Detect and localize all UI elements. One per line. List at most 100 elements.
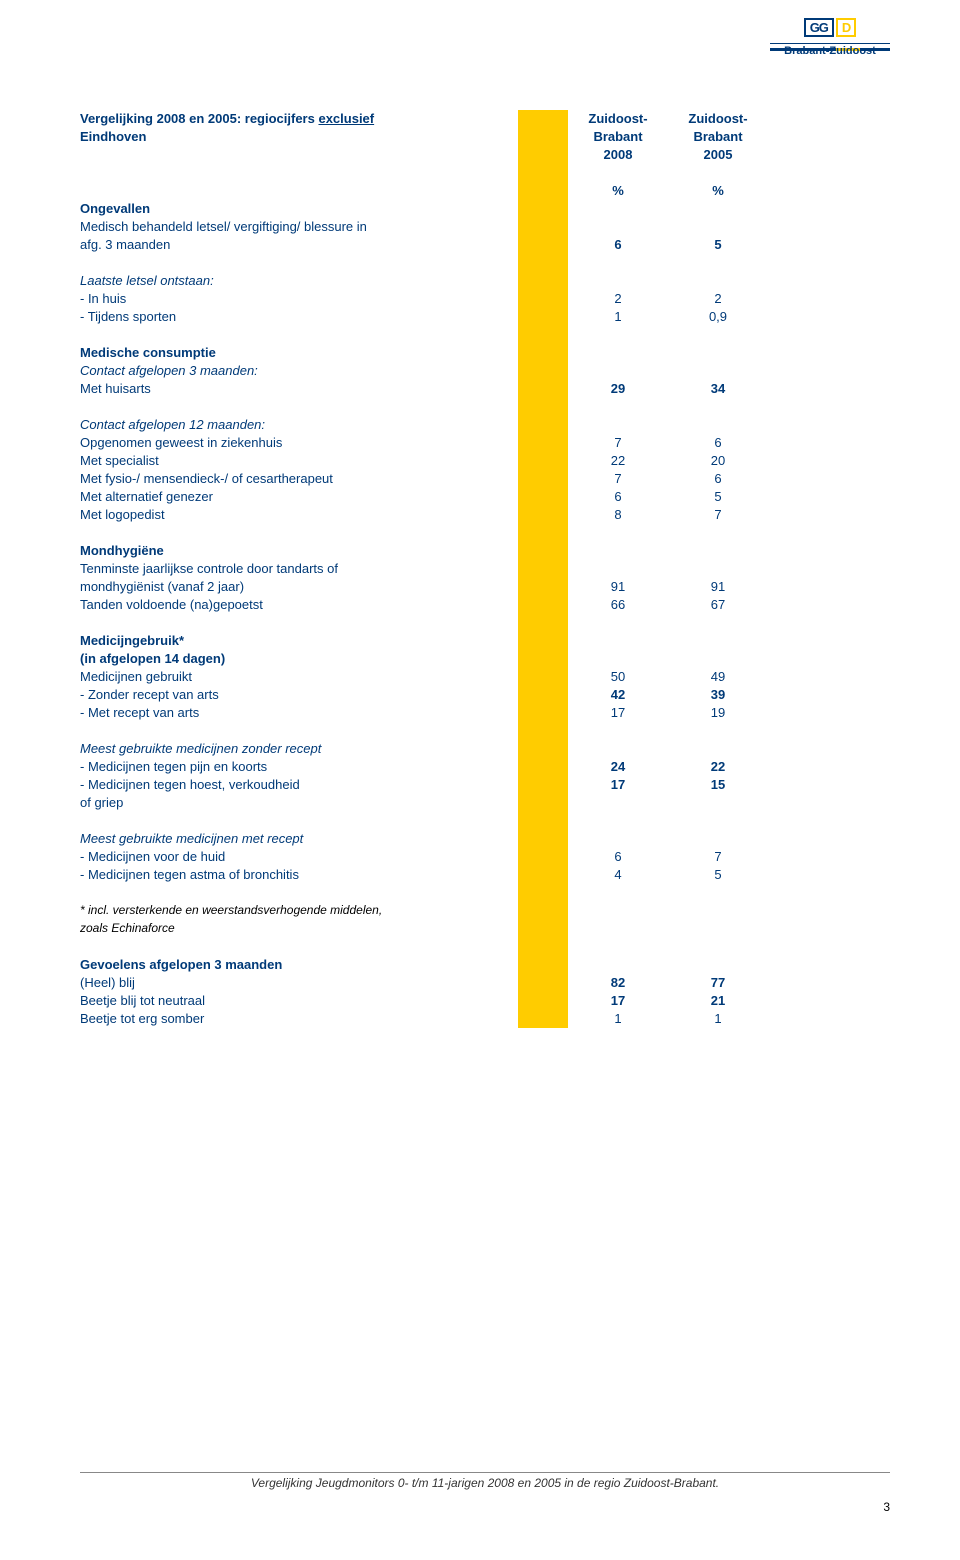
table-header-row: Vergelijking 2008 en 2005: regiocijfers … bbox=[80, 110, 890, 128]
table-row: - Medicijnen tegen pijn en koorts 24 22 bbox=[80, 758, 890, 776]
title-cell: Vergelijking 2008 en 2005: regiocijfers … bbox=[80, 110, 518, 128]
table-row: Contact afgelopen 12 maanden: bbox=[80, 416, 890, 434]
table-row: Tenminste jaarlijkse controle door tanda… bbox=[80, 560, 890, 578]
table-row: - Met recept van arts 17 19 bbox=[80, 704, 890, 722]
row-label: Met specialist bbox=[80, 452, 518, 470]
row-label: - Tijdens sporten bbox=[80, 308, 518, 326]
page: GGD Brabant-Zuidoost Vergelijking 2008 e… bbox=[0, 0, 960, 1560]
row-label: Meest gebruikte medicijnen zonder recept bbox=[80, 740, 518, 758]
c2: 67 bbox=[668, 596, 768, 614]
yellow-band bbox=[518, 650, 568, 668]
col1-header-1: Zuidoost- bbox=[568, 110, 668, 128]
table-row: Beetje tot erg somber 1 1 bbox=[80, 1010, 890, 1028]
table-row: Meest gebruikte medicijnen met recept bbox=[80, 830, 890, 848]
c1: 22 bbox=[568, 452, 668, 470]
row-label: Tanden voldoende (na)gepoetst bbox=[80, 596, 518, 614]
spacer-row bbox=[80, 884, 890, 902]
c1: 24 bbox=[568, 758, 668, 776]
row-label: (in afgelopen 14 dagen) bbox=[80, 650, 518, 668]
row-label: mondhygiënist (vanaf 2 jaar) bbox=[80, 578, 518, 596]
footer: Vergelijking Jeugdmonitors 0- t/m 11-jar… bbox=[80, 1472, 890, 1490]
c2: 34 bbox=[668, 380, 768, 398]
table-row: % % bbox=[80, 182, 890, 200]
table-row: Met specialist 22 20 bbox=[80, 452, 890, 470]
title-underlined: exclusief bbox=[318, 111, 374, 126]
table-row: Medisch behandeld letsel/ vergiftiging/ … bbox=[80, 218, 890, 236]
row-label: Met fysio-/ mensendieck-/ of cesartherap… bbox=[80, 470, 518, 488]
yellow-band bbox=[518, 578, 568, 596]
yellow-band bbox=[518, 506, 568, 524]
yellow-band bbox=[518, 866, 568, 884]
c1: 1 bbox=[568, 308, 668, 326]
row-label: Beetje tot erg somber bbox=[80, 1010, 518, 1028]
row-label: * incl. versterkende en weerstandsverhog… bbox=[80, 902, 518, 918]
yellow-band bbox=[518, 1010, 568, 1028]
c2: 5 bbox=[668, 866, 768, 884]
page-number: 3 bbox=[883, 1500, 890, 1514]
yellow-band bbox=[518, 632, 568, 650]
row-label: - Zonder recept van arts bbox=[80, 686, 518, 704]
table-header-row: 2008 2005 bbox=[80, 146, 890, 164]
yellow-band bbox=[518, 686, 568, 704]
row-label: Contact afgelopen 3 maanden: bbox=[80, 362, 518, 380]
c1: 6 bbox=[568, 236, 668, 254]
yellow-band bbox=[518, 560, 568, 578]
col2-header-1: Zuidoost- bbox=[668, 110, 768, 128]
yellow-band bbox=[518, 848, 568, 866]
yellow-band bbox=[518, 596, 568, 614]
c2: 22 bbox=[668, 758, 768, 776]
section-title-row: Ongevallen bbox=[80, 200, 890, 218]
yellow-band bbox=[518, 200, 568, 218]
spacer-row bbox=[80, 164, 890, 182]
row-label: Meest gebruikte medicijnen met recept bbox=[80, 830, 518, 848]
row-label: zoals Echinaforce bbox=[80, 920, 518, 936]
c1: 6 bbox=[568, 488, 668, 506]
yellow-band bbox=[518, 470, 568, 488]
table-row: Beetje blij tot neutraal 17 21 bbox=[80, 992, 890, 1010]
yellow-band bbox=[518, 758, 568, 776]
table-row: - Medicijnen tegen hoest, verkoudheid 17… bbox=[80, 776, 890, 794]
title-text: Vergelijking 2008 en 2005: regiocijfers bbox=[80, 111, 318, 126]
table-row: * incl. versterkende en weerstandsverhog… bbox=[80, 902, 890, 920]
row-label: Medisch behandeld letsel/ vergiftiging/ … bbox=[80, 218, 518, 236]
row-label: Medicijnen gebruikt bbox=[80, 668, 518, 686]
logo: GGD Brabant-Zuidoost bbox=[770, 18, 890, 57]
table-row: (Heel) blij 82 77 bbox=[80, 974, 890, 992]
c1: 7 bbox=[568, 470, 668, 488]
c2: 2 bbox=[668, 290, 768, 308]
row-label: - In huis bbox=[80, 290, 518, 308]
row-label: Met logopedist bbox=[80, 506, 518, 524]
table-row: Met fysio-/ mensendieck-/ of cesartherap… bbox=[80, 470, 890, 488]
yellow-band bbox=[518, 668, 568, 686]
row-label: - Medicijnen tegen pijn en koorts bbox=[80, 758, 518, 776]
c1: 17 bbox=[568, 704, 668, 722]
section-title-row: Medicijngebruik* bbox=[80, 632, 890, 650]
row-label: - Medicijnen voor de huid bbox=[80, 848, 518, 866]
yellow-band bbox=[518, 110, 568, 128]
row-label: of griep bbox=[80, 794, 518, 812]
c2: 7 bbox=[668, 848, 768, 866]
row-label: Beetje blij tot neutraal bbox=[80, 992, 518, 1010]
c1: 50 bbox=[568, 668, 668, 686]
c1: 82 bbox=[568, 974, 668, 992]
c1: 42 bbox=[568, 686, 668, 704]
row-label: Tenminste jaarlijkse controle door tanda… bbox=[80, 560, 518, 578]
yellow-band bbox=[518, 974, 568, 992]
row-label: Laatste letsel ontstaan: bbox=[80, 272, 518, 290]
yellow-band bbox=[518, 902, 568, 920]
c1: 17 bbox=[568, 992, 668, 1010]
yellow-band bbox=[518, 218, 568, 236]
section-title: Mondhygiëne bbox=[80, 542, 518, 560]
yellow-band bbox=[518, 542, 568, 560]
table-row: (in afgelopen 14 dagen) bbox=[80, 650, 890, 668]
table-row: Laatste letsel ontstaan: bbox=[80, 272, 890, 290]
c1: 1 bbox=[568, 1010, 668, 1028]
table-row: - Tijdens sporten 1 0,9 bbox=[80, 308, 890, 326]
section-title: Ongevallen bbox=[80, 200, 518, 218]
table: Vergelijking 2008 en 2005: regiocijfers … bbox=[80, 110, 890, 1028]
c2: 77 bbox=[668, 974, 768, 992]
spacer-row bbox=[80, 398, 890, 416]
c2: 20 bbox=[668, 452, 768, 470]
section-title-row: Mondhygiëne bbox=[80, 542, 890, 560]
c2: 15 bbox=[668, 776, 768, 794]
